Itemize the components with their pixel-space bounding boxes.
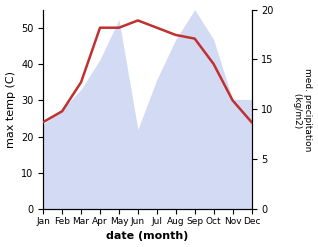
Y-axis label: med. precipitation
 (kg/m2): med. precipitation (kg/m2) [293, 68, 313, 151]
Y-axis label: max temp (C): max temp (C) [5, 71, 16, 148]
X-axis label: date (month): date (month) [106, 231, 189, 242]
